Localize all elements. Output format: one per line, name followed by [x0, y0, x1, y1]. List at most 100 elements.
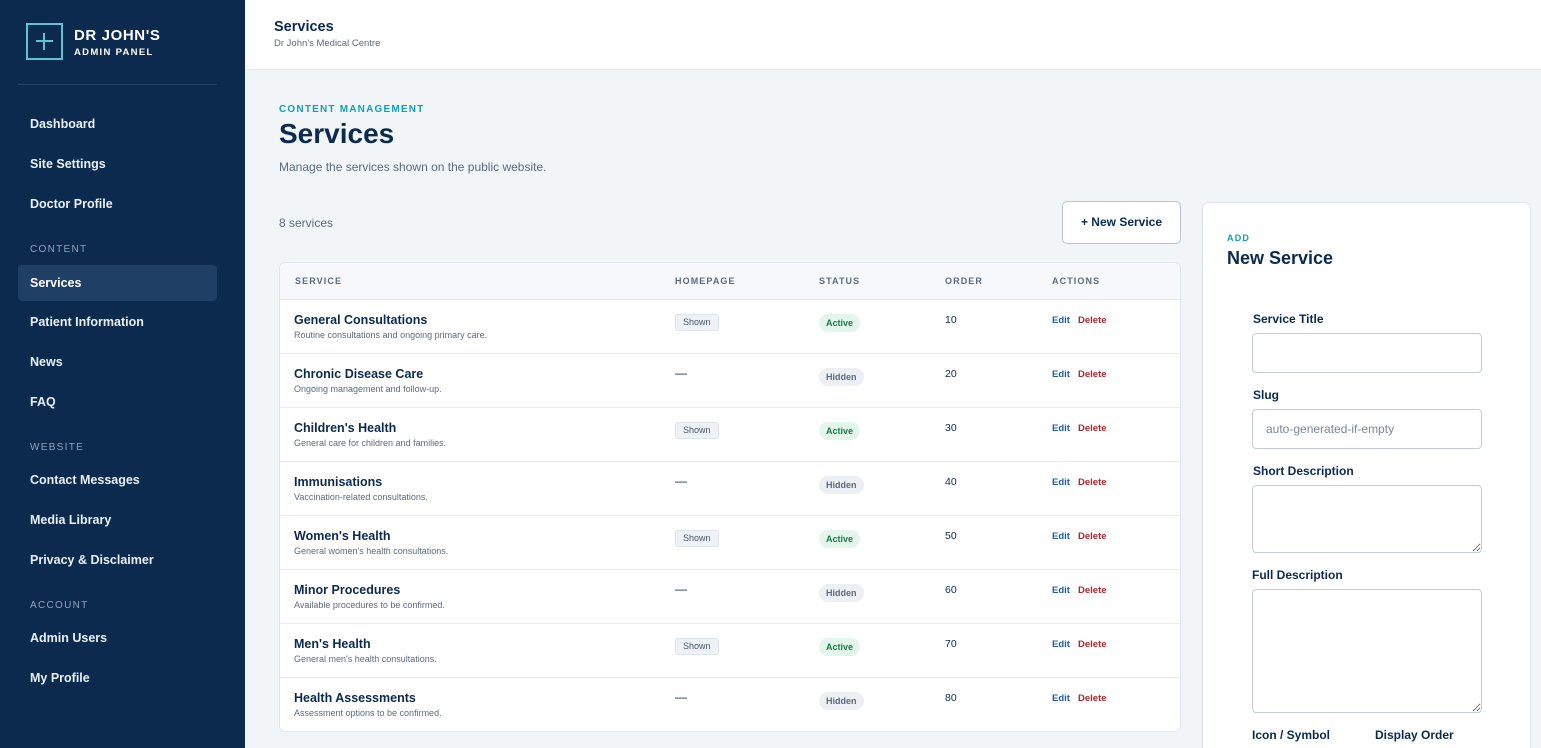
brand-subtitle: ADMIN PANEL — [74, 46, 154, 58]
divider — [18, 84, 217, 85]
display-order-value: 40 — [945, 476, 957, 488]
status-badge: Active — [819, 638, 861, 656]
table-row: Children's Health General care for childr… — [280, 408, 1180, 462]
full-description-textarea[interactable] — [1252, 589, 1482, 713]
homepage-empty: — — [675, 690, 687, 704]
table-row: Women's Health General women's health con… — [280, 516, 1180, 570]
sidebar: DR JOHN'S ADMIN PANEL Dashboard Site Set… — [0, 0, 245, 748]
delete-link[interactable]: Delete — [1078, 315, 1107, 326]
sidebar-section-account: ACCOUNT — [30, 600, 89, 611]
edit-link[interactable]: Edit — [1052, 639, 1070, 650]
sidebar-section-content: CONTENT — [30, 244, 88, 255]
service-description: Vaccination-related consultations. — [294, 492, 428, 502]
service-description: Available procedures to be confirmed. — [294, 600, 445, 610]
homepage-badge: Shown — [675, 530, 719, 547]
short-description-textarea[interactable] — [1252, 485, 1482, 553]
column-header-status: STATUS — [819, 276, 861, 286]
brand[interactable]: DR JOHN'S ADMIN PANEL — [26, 23, 160, 60]
delete-link[interactable]: Delete — [1078, 477, 1107, 488]
service-description: General women's health consultations. — [294, 546, 449, 556]
display-order-value: 50 — [945, 530, 957, 542]
edit-link[interactable]: Edit — [1052, 693, 1070, 704]
new-service-button[interactable]: + New Service — [1062, 201, 1181, 244]
slug-label: Slug — [1253, 388, 1279, 402]
brand-title: DR JOHN'S — [74, 26, 161, 44]
service-name: Children's Health — [294, 421, 397, 435]
delete-link[interactable]: Delete — [1078, 369, 1107, 380]
sidebar-item-contact-messages[interactable]: Contact Messages — [30, 473, 140, 487]
table-row: Immunisations Vaccination-related consult… — [280, 462, 1180, 516]
delete-link[interactable]: Delete — [1078, 423, 1107, 434]
edit-link[interactable]: Edit — [1052, 531, 1070, 542]
sidebar-item-patient-information[interactable]: Patient Information — [30, 315, 144, 329]
table-row: Chronic Disease Care Ongoing management a… — [280, 354, 1180, 408]
display-order-value: 70 — [945, 638, 957, 650]
slug-input[interactable] — [1252, 409, 1482, 449]
service-name: Immunisations — [294, 475, 383, 489]
sidebar-item-faq[interactable]: FAQ — [30, 395, 56, 409]
table-row: General Consultations Routine consultatio… — [280, 300, 1180, 354]
service-description: Ongoing management and follow-up. — [294, 384, 442, 394]
edit-link[interactable]: Edit — [1052, 423, 1070, 434]
table-row: Minor Procedures Available procedures to … — [280, 570, 1180, 624]
table-row: Health Assessments Assessment options to … — [280, 678, 1180, 731]
topbar: Services Dr John's Medical Centre — [245, 0, 1541, 70]
table-header: SERVICE HOMEPAGE STATUS ORDER ACTIONS — [280, 263, 1180, 300]
icon-symbol-label: Icon / Symbol — [1252, 728, 1331, 742]
homepage-empty: — — [675, 582, 687, 596]
edit-link[interactable]: Edit — [1052, 477, 1070, 488]
service-name: Health Assessments — [294, 691, 416, 705]
full-description-label: Full Description — [1252, 568, 1343, 582]
sidebar-item-dashboard[interactable]: Dashboard — [30, 117, 96, 131]
edit-link[interactable]: Edit — [1052, 369, 1070, 380]
sidebar-item-privacy-disclaimer[interactable]: Privacy & Disclaimer — [30, 553, 154, 567]
delete-link[interactable]: Delete — [1078, 531, 1107, 542]
plus-icon — [26, 23, 63, 60]
edit-link[interactable]: Edit — [1052, 585, 1070, 596]
short-description-label: Short Description — [1253, 464, 1354, 478]
service-name: Chronic Disease Care — [294, 367, 424, 381]
display-order-value: 20 — [945, 368, 957, 380]
table-row: Men's Health General men's health consult… — [280, 624, 1180, 678]
delete-link[interactable]: Delete — [1078, 585, 1107, 596]
topbar-title: Services — [274, 19, 334, 35]
status-badge: Hidden — [819, 584, 864, 602]
edit-link[interactable]: Edit — [1052, 315, 1070, 326]
status-badge: Active — [819, 422, 861, 440]
service-description: General care for children and families. — [294, 438, 447, 448]
display-order-value: 30 — [945, 422, 957, 434]
new-service-form: ADD New Service Service Title Slug Short… — [1202, 202, 1531, 748]
service-description: Assessment options to be confirmed. — [294, 708, 442, 718]
sidebar-item-my-profile[interactable]: My Profile — [30, 671, 90, 685]
homepage-badge: Shown — [675, 638, 719, 655]
service-description: General men's health consultations. — [294, 654, 437, 664]
sidebar-item-media-library[interactable]: Media Library — [30, 513, 112, 527]
services-count: 8 services — [279, 216, 334, 230]
form-title: New Service — [1227, 248, 1334, 268]
sidebar-item-services[interactable]: Services — [18, 265, 217, 301]
service-name: General Consultations — [294, 313, 428, 327]
sidebar-item-doctor-profile[interactable]: Doctor Profile — [30, 197, 113, 211]
service-description: Routine consultations and ongoing primar… — [294, 330, 488, 340]
display-order-value: 80 — [945, 692, 957, 704]
status-badge: Hidden — [819, 692, 864, 710]
status-badge: Active — [819, 314, 861, 332]
sidebar-item-news[interactable]: News — [30, 355, 63, 369]
delete-link[interactable]: Delete — [1078, 693, 1107, 704]
page-description: Manage the services shown on the public … — [279, 160, 547, 174]
sidebar-item-site-settings[interactable]: Site Settings — [30, 157, 106, 171]
column-header-homepage: HOMEPAGE — [675, 276, 736, 286]
service-name: Women's Health — [294, 529, 391, 543]
form-eyebrow: ADD — [1227, 233, 1251, 243]
sidebar-section-website: WEBSITE — [30, 442, 85, 453]
delete-link[interactable]: Delete — [1078, 639, 1107, 650]
topbar-subtitle: Dr John's Medical Centre — [274, 38, 381, 49]
display-order-value: 10 — [945, 314, 957, 326]
sidebar-item-admin-users[interactable]: Admin Users — [30, 631, 108, 645]
column-header-order: ORDER — [945, 276, 984, 286]
service-title-input[interactable] — [1252, 333, 1482, 373]
homepage-empty: — — [675, 366, 687, 380]
status-badge: Hidden — [819, 368, 864, 386]
display-order-value: 60 — [945, 584, 957, 596]
column-header-service: SERVICE — [295, 276, 343, 286]
